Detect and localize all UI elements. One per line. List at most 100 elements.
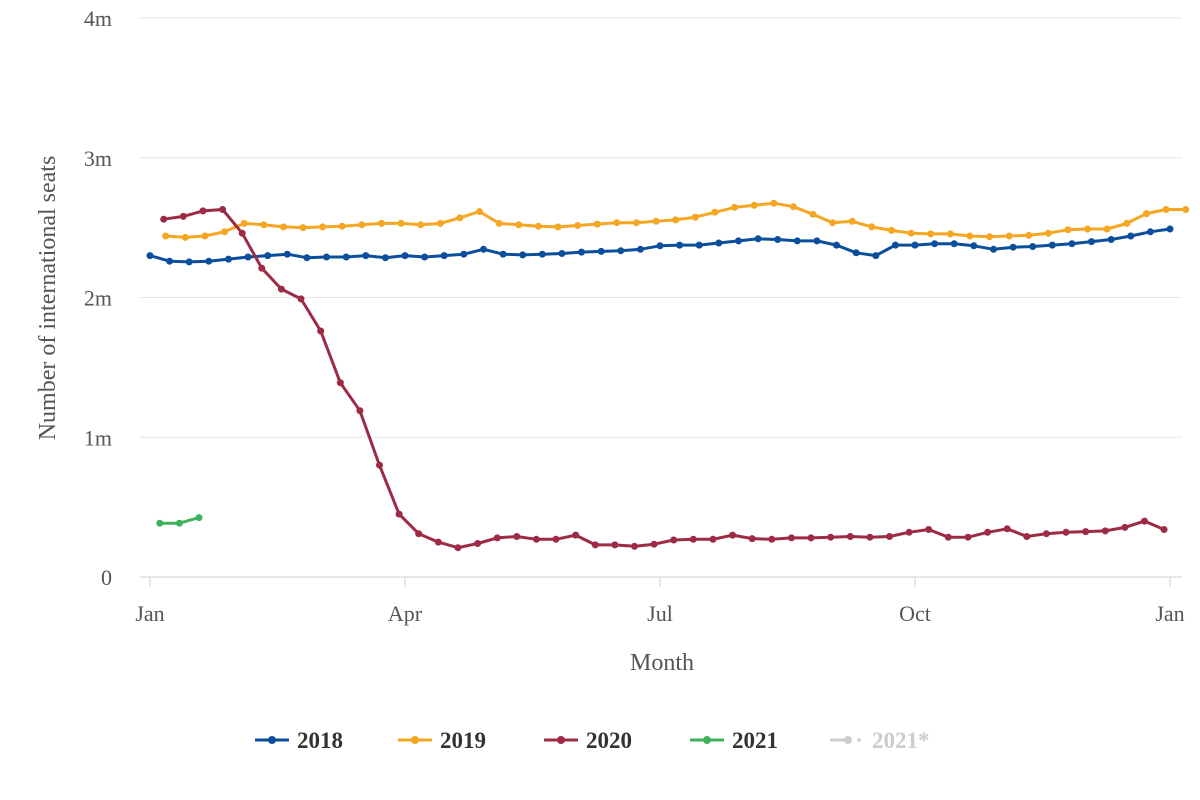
legend-swatch-dot-2021 bbox=[703, 736, 711, 744]
series-line-2020 bbox=[162, 208, 1166, 550]
data-point-2018-46 bbox=[1048, 241, 1056, 249]
data-point-2020-22 bbox=[591, 541, 599, 549]
data-point-2019-6 bbox=[279, 223, 287, 231]
data-point-2019-42 bbox=[986, 233, 993, 241]
data-point-2019-11 bbox=[378, 219, 385, 227]
data-point-2019-12 bbox=[397, 219, 405, 227]
y-tick-label-4: 4m bbox=[84, 6, 112, 31]
data-point-2018-12 bbox=[381, 254, 389, 262]
data-point-2018-16 bbox=[460, 250, 468, 258]
data-point-2018-34 bbox=[813, 237, 821, 245]
data-point-2021-1 bbox=[175, 519, 183, 527]
legend-swatch-dot-2018 bbox=[268, 736, 276, 744]
data-point-2019-15 bbox=[456, 214, 464, 222]
data-point-2020-3 bbox=[219, 206, 227, 213]
axes: 0 1m 2m 3m 4m Jan Apr Jul Oct Jan bbox=[84, 6, 1185, 626]
data-point-2019-40 bbox=[946, 230, 954, 238]
data-point-2020-0 bbox=[160, 215, 168, 223]
data-point-2018-50 bbox=[1127, 232, 1135, 240]
data-point-2018-40 bbox=[931, 240, 939, 248]
data-point-2018-19 bbox=[519, 251, 527, 259]
x-tick-label-3: Oct bbox=[899, 601, 931, 626]
data-point-2019-50 bbox=[1143, 210, 1150, 218]
data-point-2019-22 bbox=[593, 220, 601, 228]
data-point-2018-17 bbox=[480, 245, 487, 253]
data-point-2019-4 bbox=[240, 219, 248, 227]
data-point-2018-51 bbox=[1146, 228, 1154, 236]
data-point-2018-21 bbox=[558, 250, 566, 257]
legend-item-2021*[interactable]: 2021* bbox=[830, 728, 930, 753]
data-point-2020-23 bbox=[611, 541, 619, 549]
data-point-2019-7 bbox=[299, 224, 307, 232]
data-point-2020-45 bbox=[1042, 530, 1050, 538]
data-point-2020-8 bbox=[317, 327, 325, 335]
data-point-2019-16 bbox=[476, 208, 483, 216]
data-point-2020-21 bbox=[572, 531, 580, 539]
data-point-2018-28 bbox=[695, 241, 703, 249]
data-point-2018-27 bbox=[676, 241, 684, 249]
data-point-2020-34 bbox=[827, 533, 835, 541]
data-point-2020-38 bbox=[905, 528, 913, 536]
data-point-2020-37 bbox=[886, 533, 893, 540]
data-point-2019-3 bbox=[221, 228, 228, 236]
data-point-2020-17 bbox=[493, 534, 501, 542]
data-point-2019-41 bbox=[966, 232, 974, 240]
data-point-2018-7 bbox=[283, 250, 291, 258]
data-point-2019-48 bbox=[1103, 225, 1111, 233]
legend: 2018 2019 2020 2021 2021* bbox=[255, 728, 930, 753]
data-point-2019-13 bbox=[417, 221, 425, 229]
legend-label-2020: 2020 bbox=[586, 728, 632, 753]
data-point-2020-12 bbox=[395, 510, 403, 518]
data-point-2018-42 bbox=[970, 242, 978, 250]
data-point-2020-42 bbox=[984, 528, 992, 536]
data-point-2018-20 bbox=[538, 250, 546, 258]
legend-label-2018: 2018 bbox=[297, 728, 343, 753]
data-point-2018-24 bbox=[617, 247, 625, 255]
legend-item-2019[interactable]: 2019 bbox=[398, 728, 486, 753]
data-point-2020-6 bbox=[277, 285, 285, 293]
y-tick-label-0: 0 bbox=[101, 565, 112, 590]
data-point-2018-9 bbox=[323, 253, 330, 261]
data-point-2019-39 bbox=[927, 230, 935, 238]
data-point-2018-5 bbox=[244, 253, 252, 261]
data-point-2018-29 bbox=[715, 239, 723, 247]
data-point-2018-15 bbox=[440, 252, 448, 260]
data-point-2018-41 bbox=[950, 240, 958, 248]
gridlines bbox=[140, 17, 1182, 438]
data-point-2019-8 bbox=[319, 223, 327, 231]
legend-label-2021: 2021 bbox=[732, 728, 778, 753]
data-point-2019-9 bbox=[338, 222, 346, 230]
data-point-2020-32 bbox=[787, 534, 795, 542]
data-point-2020-49 bbox=[1121, 523, 1129, 531]
data-point-2020-14 bbox=[434, 538, 442, 546]
data-point-2018-32 bbox=[774, 236, 782, 243]
data-point-2018-4 bbox=[225, 255, 232, 263]
series-2020 bbox=[160, 206, 1168, 552]
data-point-2020-29 bbox=[729, 531, 737, 539]
data-point-2019-34 bbox=[829, 219, 837, 227]
legend-item-2018[interactable]: 2018 bbox=[255, 728, 343, 753]
data-point-2020-1 bbox=[179, 212, 187, 220]
data-point-2020-15 bbox=[454, 544, 462, 552]
data-point-2018-48 bbox=[1088, 238, 1095, 246]
legend-item-2021[interactable]: 2021 bbox=[690, 728, 778, 753]
data-point-2020-9 bbox=[336, 379, 344, 387]
data-point-2018-45 bbox=[1029, 243, 1037, 250]
data-point-2020-24 bbox=[631, 542, 638, 550]
data-point-2018-47 bbox=[1068, 240, 1076, 248]
data-point-2019-46 bbox=[1064, 226, 1072, 234]
data-point-2018-10 bbox=[342, 253, 350, 261]
data-point-2019-1 bbox=[181, 233, 189, 241]
y-tick-label-2: 2m bbox=[84, 286, 112, 311]
data-point-2020-36 bbox=[866, 533, 874, 541]
data-point-2018-31 bbox=[754, 235, 762, 243]
legend-item-2020[interactable]: 2020 bbox=[544, 728, 632, 753]
data-point-2020-39 bbox=[925, 526, 933, 533]
data-point-2020-2 bbox=[199, 207, 207, 215]
data-point-2021-0 bbox=[156, 519, 164, 527]
data-point-2019-26 bbox=[672, 216, 680, 224]
data-point-2019-0 bbox=[162, 232, 170, 240]
data-point-2019-51 bbox=[1162, 206, 1170, 213]
x-tick-label-2: Jul bbox=[647, 601, 673, 626]
data-point-2020-46 bbox=[1062, 528, 1070, 536]
